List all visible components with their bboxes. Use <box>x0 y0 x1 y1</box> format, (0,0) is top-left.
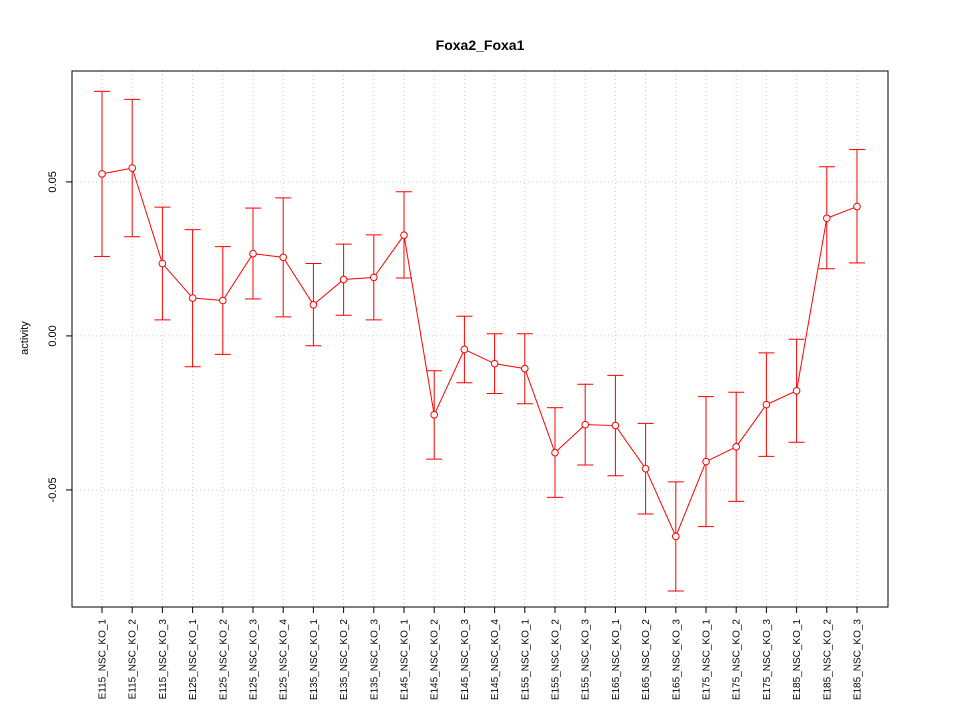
x-tick-label: E175_NSC_KO_2 <box>732 619 743 701</box>
data-point <box>672 532 680 541</box>
data-points <box>98 164 861 541</box>
data-point <box>430 410 439 419</box>
x-tick-label: E185_NSC_KO_3 <box>853 619 864 701</box>
x-tick-label: E155_NSC_KO_2 <box>551 619 562 701</box>
data-point <box>279 253 288 262</box>
x-tick-label: E185_NSC_KO_1 <box>792 619 803 701</box>
x-tick-label: E135_NSC_KO_2 <box>339 619 350 701</box>
plot-frame <box>71 70 889 608</box>
x-tick-label: E185_NSC_KO_2 <box>822 619 833 701</box>
data-point <box>128 164 136 172</box>
x-tick-label: E145_NSC_KO_1 <box>400 619 411 701</box>
data-point <box>792 386 801 395</box>
x-tick-label: E135_NSC_KO_1 <box>309 619 320 701</box>
y-tick-label: 0.05 <box>47 171 59 192</box>
x-tick-label: E145_NSC_KO_2 <box>430 619 441 701</box>
x-tick-label: E115_NSC_KO_2 <box>128 619 139 700</box>
data-point <box>581 420 590 429</box>
x-tick-label: E165_NSC_KO_3 <box>671 619 682 701</box>
x-tick-label: E125_NSC_KO_3 <box>249 619 260 701</box>
x-tick-label: E125_NSC_KO_4 <box>279 619 290 701</box>
x-tick-label: E175_NSC_KO_1 <box>702 619 713 701</box>
data-point <box>611 421 620 430</box>
error-bars <box>94 90 865 592</box>
data-point <box>400 231 408 239</box>
data-point <box>521 364 529 373</box>
data-point <box>853 202 861 211</box>
x-tick-label: E175_NSC_KO_3 <box>762 619 773 701</box>
x-tick-label: E155_NSC_KO_3 <box>581 619 592 701</box>
y-axis: -0.05 0.00 0.05 <box>47 171 72 502</box>
data-point <box>339 275 348 284</box>
x-tick-label: E155_NSC_KO_1 <box>520 619 531 701</box>
x-tick-label: E135_NSC_KO_3 <box>369 619 380 701</box>
data-point <box>158 259 167 268</box>
x-tick-label: E115_NSC_KO_1 <box>98 619 109 700</box>
x-tick-label: E115_NSC_KO_3 <box>158 619 169 700</box>
data-point <box>641 464 650 473</box>
x-axis: E115_NSC_KO_1 E115_NSC_KO_2 E115_NSC_KO_3 E… <box>98 607 864 700</box>
data-point <box>98 170 106 178</box>
data-point <box>219 296 227 305</box>
data-point <box>370 273 378 282</box>
y-tick-label: 0.00 <box>47 325 59 346</box>
x-tick-label: E145_NSC_KO_4 <box>490 619 501 701</box>
grid-layer <box>72 71 888 607</box>
data-point <box>551 448 559 457</box>
chart-title: Foxa2_Foxa1 <box>436 37 525 53</box>
y-tick-label: -0.05 <box>47 477 59 502</box>
x-tick-label: E145_NSC_KO_3 <box>460 619 471 701</box>
series-line-layer <box>101 167 858 538</box>
data-point <box>460 345 469 354</box>
x-tick-label: E165_NSC_KO_1 <box>611 619 622 701</box>
y-axis-label: activity <box>19 321 31 355</box>
data-point <box>490 359 499 368</box>
data-point <box>732 443 741 451</box>
x-tick-label: E125_NSC_KO_1 <box>188 619 199 701</box>
data-point <box>762 400 771 409</box>
data-point <box>702 457 710 466</box>
data-point <box>309 301 318 309</box>
data-point <box>188 294 197 302</box>
x-tick-label: E125_NSC_KO_2 <box>218 619 229 701</box>
x-tick-label: E165_NSC_KO_2 <box>641 619 652 701</box>
data-point <box>823 214 831 223</box>
data-point <box>249 249 257 258</box>
series-line <box>101 167 858 538</box>
